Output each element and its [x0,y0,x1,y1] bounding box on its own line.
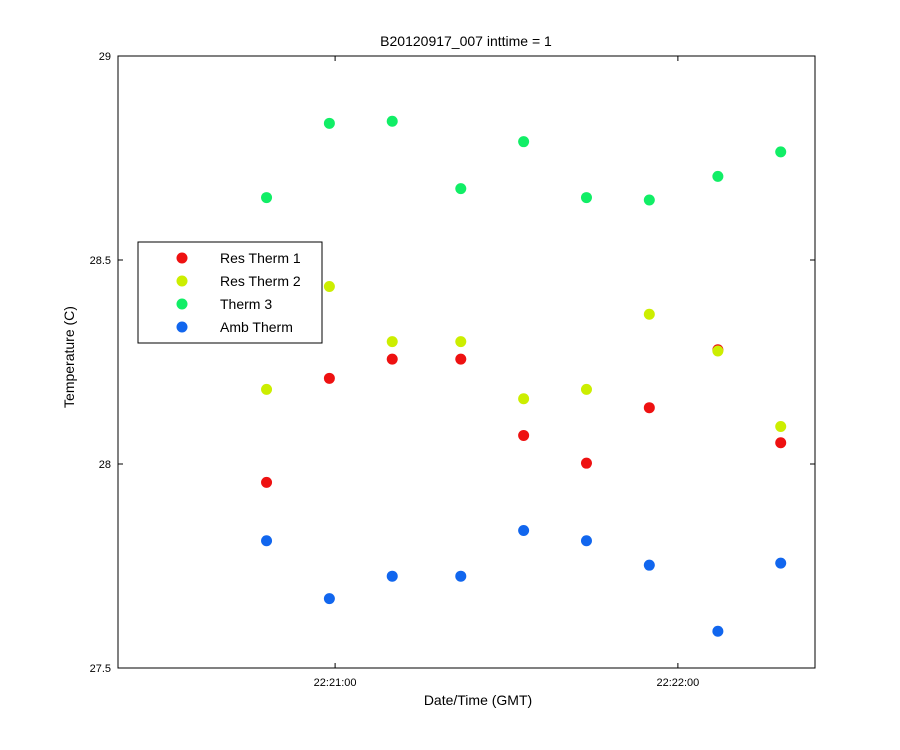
y-tick-label: 28.5 [90,255,111,267]
data-point [455,183,467,195]
data-point [643,559,655,571]
data-point [775,146,787,158]
data-point [518,136,530,148]
data-point [455,353,467,365]
data-point [580,383,592,395]
y-tick-label: 29 [99,51,111,63]
data-point [643,194,655,206]
data-point [580,192,592,204]
data-point [712,345,724,357]
data-point [518,525,530,537]
y-axis-label: Temperature (C) [61,306,77,408]
legend-marker [176,298,188,310]
y-axis-ticks: 27.5 28 28.5 29 [90,51,815,675]
x-axis-label: Date/Time (GMT) [424,692,532,708]
data-point [323,593,335,605]
x-tick-label: 22:22:00 [656,677,699,689]
legend-label: Amb Therm [220,319,293,335]
data-point [712,170,724,182]
legend-marker [176,252,188,264]
data-point [455,570,467,582]
y-tick-label: 27.5 [90,663,111,675]
data-point [580,457,592,469]
data-point [712,625,724,637]
data-point [323,372,335,384]
data-point [323,117,335,129]
data-point [643,308,655,320]
data-point [261,476,273,488]
legend-label: Res Therm 2 [220,273,301,289]
data-point [518,393,530,405]
data-point [775,557,787,569]
data-point [261,535,273,547]
x-tick-label: 22:21:00 [314,677,357,689]
data-point [386,115,398,127]
data-point [643,402,655,414]
data-point [775,437,787,449]
data-point [386,570,398,582]
data-point [775,420,787,432]
legend-marker [176,321,188,333]
data-point [518,429,530,441]
data-point [386,353,398,365]
data-point [386,336,398,348]
legend-label: Therm 3 [220,296,272,312]
legend-marker [176,275,188,287]
plot-area [117,55,816,669]
legend-box [137,241,323,344]
data-point [323,281,335,293]
y-tick-label: 28 [99,459,111,471]
data-point [261,192,273,204]
chart-title: B20120917_007 inttime = 1 [380,33,552,49]
legend: Res Therm 1 Res Therm 2 Therm 3 Amb Therm [137,241,323,344]
data-point [580,535,592,547]
data-points [261,115,787,637]
legend-label: Res Therm 1 [220,250,301,266]
data-point [455,336,467,348]
data-point [261,383,273,395]
x-axis-ticks: 22:21:00 22:22:00 [314,56,699,689]
